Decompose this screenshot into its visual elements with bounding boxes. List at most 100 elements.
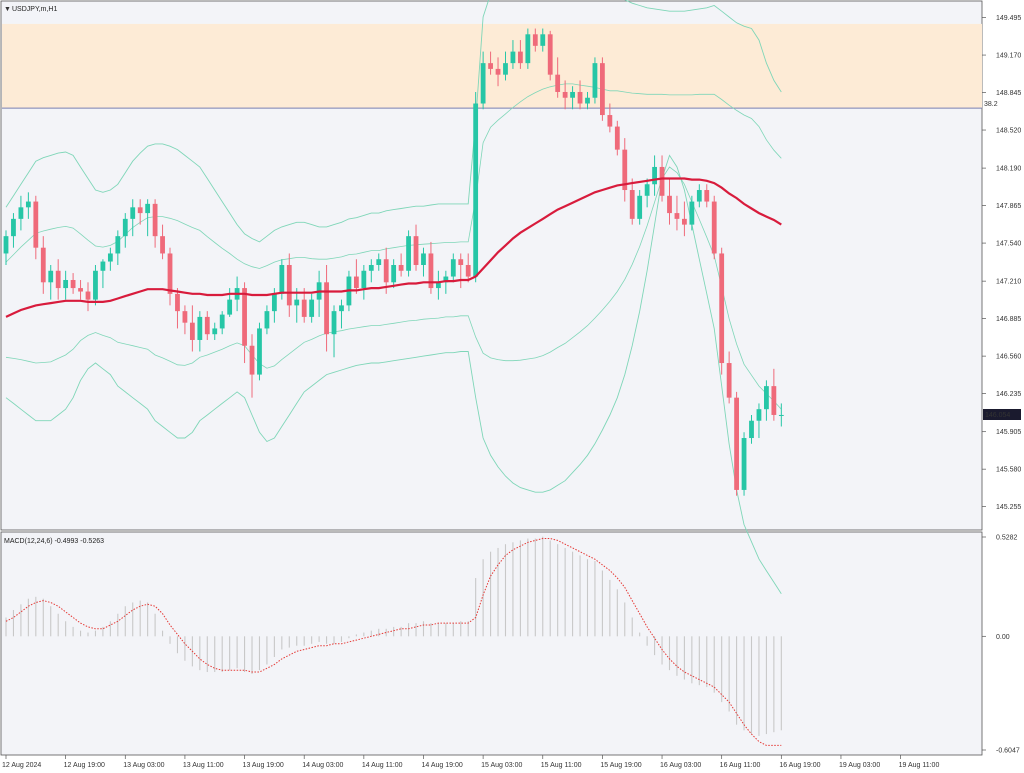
candle-body (629, 190, 635, 219)
price-tick-label: 148.190 (996, 166, 1021, 173)
candle-body (160, 236, 165, 254)
price-tick-label: 146.560 (996, 354, 1021, 361)
candles (3, 28, 784, 496)
candle-body (137, 207, 143, 214)
candle-body (428, 253, 434, 289)
candle-body (122, 218, 128, 237)
time-tick-label: 15 Aug 19:00 (600, 762, 641, 769)
candle-body (115, 236, 121, 254)
current-price-label: 146.054 (985, 412, 1010, 419)
price-tick-label: 146.235 (996, 391, 1021, 398)
symbol-title: USDJPY,m,H1 (12, 6, 57, 13)
candle-body (33, 201, 39, 248)
candle-body (607, 115, 613, 127)
price-tick-label: 147.540 (996, 241, 1021, 248)
time-axis: 12 Aug 2024 12 Aug 19:00 13 Aug 03:00 13 Au… (2, 755, 939, 769)
candle-body (480, 63, 486, 104)
macd-tick-label: 0.5282 (996, 535, 1018, 542)
candle-body (264, 311, 270, 329)
macd-histogram (5, 536, 782, 736)
candle-body (18, 207, 24, 219)
candle-body (421, 253, 426, 265)
time-tick-label: 14 Aug 11:00 (362, 762, 403, 769)
candle-body (242, 288, 247, 346)
candle-body (510, 51, 516, 64)
candle-body (212, 328, 218, 335)
candle-body (659, 166, 665, 196)
price-tick-label: 147.865 (996, 203, 1021, 210)
macd-title: MACD(12,24,6) -0.4993 -0.5263 (4, 538, 104, 545)
candle-body (570, 91, 575, 98)
candle-body (11, 218, 16, 237)
time-tick-label: 13 Aug 19:00 (243, 762, 284, 769)
candle-body (361, 270, 367, 289)
candle-body (182, 311, 188, 323)
candle-body (749, 420, 754, 439)
candle-body (711, 201, 717, 254)
candle-body (719, 253, 725, 364)
candle-body (473, 103, 479, 277)
time-tick-label: 13 Aug 03:00 (123, 762, 164, 769)
candle-body (78, 288, 83, 292)
price-tick-label: 147.210 (996, 279, 1021, 286)
candle-body (614, 126, 620, 150)
price-tick-label: 148.520 (996, 128, 1021, 135)
candle-body (257, 328, 262, 375)
macd-tick-label: -0.6047 (996, 748, 1020, 755)
time-tick-label: 12 Aug 19:00 (64, 762, 105, 769)
bb-inner-upper-line (5, 83, 782, 269)
price-axis: 149.495 149.170 148.845 148.520 148.190 147.8… (982, 15, 1021, 511)
candle-body (152, 203, 158, 237)
candle-body (271, 293, 277, 312)
candle-body (48, 270, 54, 283)
candle-body (562, 91, 568, 98)
macd-panel[interactable] (0, 531, 983, 756)
bb-inner-lower-line (5, 166, 782, 410)
candle-body (286, 265, 292, 306)
candle-body (25, 201, 31, 208)
candle-body (3, 236, 9, 254)
candle-body (279, 265, 285, 294)
candle-body (93, 270, 98, 300)
price-tick-label: 145.255 (996, 504, 1021, 511)
moving-average (5, 177, 782, 318)
time-tick-label: 12 Aug 2024 (2, 762, 41, 769)
candle-body (227, 299, 233, 315)
candle-body (726, 363, 732, 398)
price-tick-label: 146.885 (996, 316, 1021, 323)
time-tick-label: 16 Aug 11:00 (720, 762, 761, 769)
price-tick-label: 148.845 (996, 90, 1021, 97)
candle-body (145, 203, 151, 214)
chevron-down-icon[interactable]: ▼ (4, 6, 11, 13)
candle-body (555, 74, 561, 92)
candle-body (309, 299, 315, 317)
candle-body (294, 299, 300, 306)
candle-body (63, 279, 69, 289)
candle-body (503, 63, 508, 75)
candle-body (40, 247, 46, 283)
candle-body (70, 279, 76, 289)
candle-body (376, 259, 382, 265)
candle-body (734, 397, 739, 490)
time-tick-label: 19 Aug 11:00 (899, 762, 940, 769)
ma-line (5, 177, 782, 318)
macd-signal (5, 538, 782, 746)
candle-body (175, 293, 180, 312)
candle-body (189, 322, 195, 340)
time-tick-label: 13 Aug 11:00 (183, 762, 224, 769)
candle-body (167, 253, 173, 294)
time-tick-label: 14 Aug 19:00 (421, 762, 462, 769)
time-tick-label: 19 Aug 03:00 (839, 762, 880, 769)
candle-body (406, 236, 411, 271)
candle-body (696, 190, 702, 202)
candle-body (413, 236, 419, 265)
bollinger-bands (5, 0, 782, 594)
candle-body (778, 414, 784, 416)
candle-body (764, 386, 769, 410)
time-tick-label: 15 Aug 03:00 (481, 762, 522, 769)
candle-body (450, 259, 456, 277)
candle-body (85, 291, 91, 300)
candle-body (301, 299, 307, 317)
candle-body (644, 184, 650, 196)
